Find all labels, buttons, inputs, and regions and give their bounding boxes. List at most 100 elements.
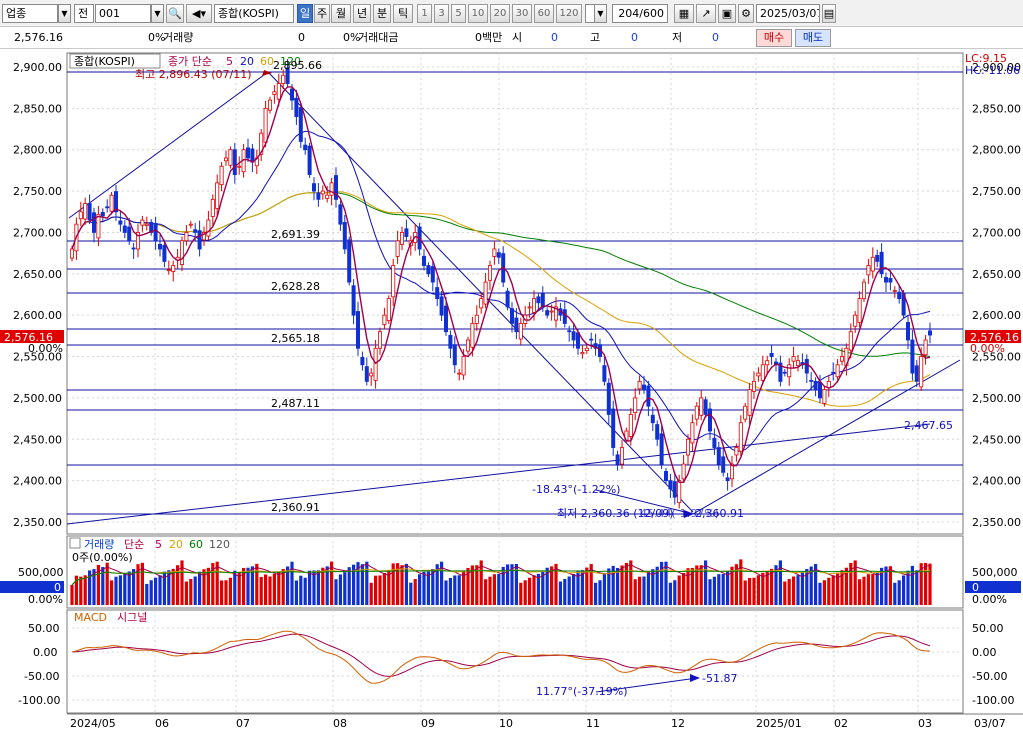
volume-bar (294, 580, 298, 605)
period-year[interactable]: 년 (353, 4, 371, 23)
volume-bar (519, 582, 523, 605)
volume-bar (321, 567, 325, 605)
interval-10[interactable]: 10 (468, 4, 488, 23)
candle-body (725, 477, 730, 482)
candle-body (338, 204, 343, 225)
type-select[interactable]: 전 (74, 4, 94, 23)
period-month[interactable]: 월 (331, 4, 351, 23)
volume-bar (849, 562, 853, 605)
trendline-rise[interactable] (68, 71, 269, 219)
volume-bar (268, 576, 272, 605)
candle-body (919, 356, 924, 388)
volume-bars (70, 559, 932, 605)
macd-panel[interactable] (66, 609, 964, 714)
volume-bar (888, 566, 892, 605)
interval-30[interactable]: 30 (512, 4, 532, 23)
interval-5[interactable]: 5 (451, 4, 466, 23)
volume-bar (180, 560, 184, 605)
candle-body (914, 365, 919, 382)
period-day[interactable]: 일 (297, 4, 313, 23)
period-tick[interactable]: 틱 (393, 4, 413, 23)
legend-box[interactable] (69, 53, 161, 69)
interval-20[interactable]: 20 (490, 4, 510, 23)
volume-bar (426, 571, 430, 605)
volume-bar (418, 574, 422, 605)
legend-ma60: 60 (260, 55, 274, 68)
candle-body (140, 219, 145, 226)
candle-body (78, 211, 83, 220)
period-minute[interactable]: 분 (373, 4, 391, 23)
save-icon[interactable]: ▣ (718, 4, 736, 23)
search-icon[interactable]: 🔍 (166, 4, 184, 23)
trendline-support-short[interactable] (692, 359, 961, 515)
volume-legend-box[interactable] (69, 537, 81, 549)
trendline-support-long[interactable] (66, 423, 931, 525)
ma60-polyline (71, 191, 931, 407)
volume-bar (712, 576, 716, 605)
volume-bar (686, 568, 690, 605)
price-axis-label-left: 2,750.00 (13, 185, 62, 198)
candle-body (492, 248, 497, 257)
interval-3[interactable]: 3 (434, 4, 449, 23)
price-axis-label-left: 2,700.00 (13, 226, 62, 239)
volume-bar (783, 581, 787, 605)
ma5-polyline (71, 86, 931, 483)
calendar-icon[interactable]: ▤ (822, 4, 836, 23)
candle-body (479, 298, 484, 309)
chart-area[interactable]: 2,900.00 2,850.00 2,800.00 2,750.00 2,700.00… (0, 49, 1023, 733)
volume-bar (334, 579, 338, 605)
candle-body (730, 463, 735, 480)
trendline-slope[interactable] (595, 489, 694, 515)
settings-icon[interactable]: ⚙ (738, 4, 754, 23)
volume-bar (866, 574, 870, 605)
market-dropdown-icon[interactable]: ▼ (58, 4, 71, 23)
volume-bar (761, 572, 765, 605)
candle-body (536, 296, 541, 304)
volume-bar (136, 564, 140, 605)
speaker-icon[interactable]: ◀▾ (186, 4, 212, 23)
high-value-label: 2,895.66 (273, 59, 322, 72)
volume-bar (202, 569, 206, 605)
x-label-8: 2025/01 (756, 717, 802, 730)
candle-body (664, 470, 669, 482)
candle-body (399, 232, 404, 245)
interval-120[interactable]: 120 (556, 4, 582, 23)
legend-name: 종합(KOSPI) (74, 55, 135, 68)
candle-body (135, 232, 140, 250)
date-field[interactable]: 2025/03/07 (756, 4, 820, 23)
candle-body (307, 145, 312, 175)
volume-bar (303, 577, 307, 605)
price-axis-label-right: 2,700.00 (972, 226, 1021, 239)
candle-body (404, 228, 409, 237)
grid-tool-icon[interactable]: ▦ (674, 4, 694, 23)
code-dropdown-icon[interactable]: ▼ (151, 4, 164, 23)
volume-bar (827, 577, 831, 605)
price-axis-label-right: 2,750.00 (972, 185, 1021, 198)
low-arrow-icon (684, 510, 694, 518)
candle-body (245, 147, 250, 159)
sell-button[interactable]: 매도 (795, 29, 831, 47)
high-label: 고 (590, 31, 601, 44)
macd-trendline[interactable] (595, 677, 698, 693)
interval-1[interactable]: 1 (417, 4, 432, 23)
volume-bar (897, 580, 901, 605)
interval-dropdown-icon[interactable]: ▼ (594, 4, 607, 23)
volume-bar (730, 566, 734, 605)
candle-body (923, 339, 928, 356)
volume-bar (624, 562, 628, 605)
market-select[interactable]: 업종 (2, 4, 58, 23)
candle-body (703, 399, 708, 415)
trendline-fall[interactable] (267, 71, 694, 513)
candle-body (822, 389, 827, 404)
code-input[interactable]: 001 (95, 4, 151, 23)
candle-body (329, 182, 334, 196)
period-week[interactable]: 주 (314, 4, 330, 23)
candle-body (809, 379, 814, 382)
buy-button[interactable]: 매수 (756, 29, 792, 47)
draw-tool-icon[interactable]: ↗ (696, 4, 716, 23)
interval-60[interactable]: 60 (534, 4, 554, 23)
candle-body (813, 380, 818, 391)
count-field[interactable]: 204/600 (612, 4, 668, 23)
price-axis-label-right: 2,850.00 (972, 102, 1021, 115)
candle-body (373, 347, 378, 381)
